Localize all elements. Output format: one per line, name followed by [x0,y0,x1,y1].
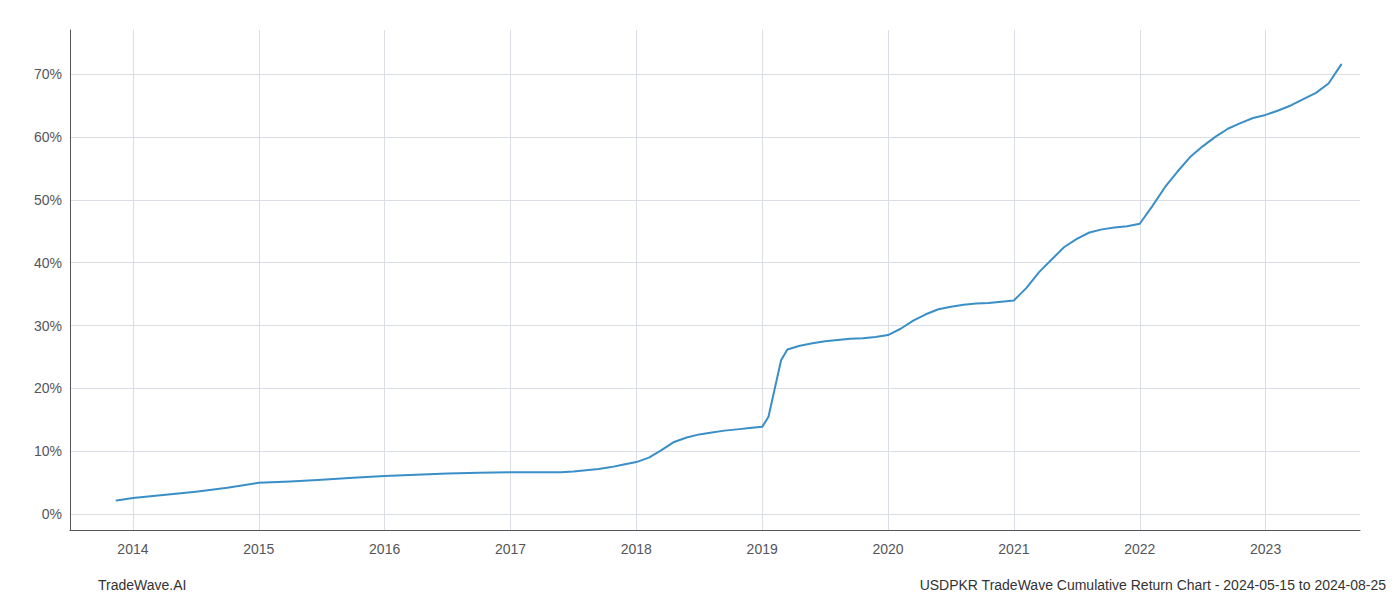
svg-text:2021: 2021 [998,541,1029,557]
svg-text:30%: 30% [34,318,62,334]
svg-text:2020: 2020 [872,541,903,557]
svg-text:2016: 2016 [369,541,400,557]
svg-text:2022: 2022 [1124,541,1155,557]
svg-text:20%: 20% [34,380,62,396]
svg-text:10%: 10% [34,443,62,459]
svg-text:2023: 2023 [1250,541,1281,557]
svg-text:TradeWave.AI: TradeWave.AI [98,577,186,593]
svg-text:2019: 2019 [747,541,778,557]
svg-text:2014: 2014 [117,541,148,557]
svg-text:40%: 40% [34,255,62,271]
svg-text:2017: 2017 [495,541,526,557]
svg-text:USDPKR TradeWave Cumulative Re: USDPKR TradeWave Cumulative Return Chart… [920,577,1387,593]
svg-text:70%: 70% [34,66,62,82]
svg-text:0%: 0% [42,506,62,522]
svg-text:50%: 50% [34,192,62,208]
svg-text:2018: 2018 [621,541,652,557]
svg-text:60%: 60% [34,129,62,145]
svg-text:2015: 2015 [243,541,274,557]
